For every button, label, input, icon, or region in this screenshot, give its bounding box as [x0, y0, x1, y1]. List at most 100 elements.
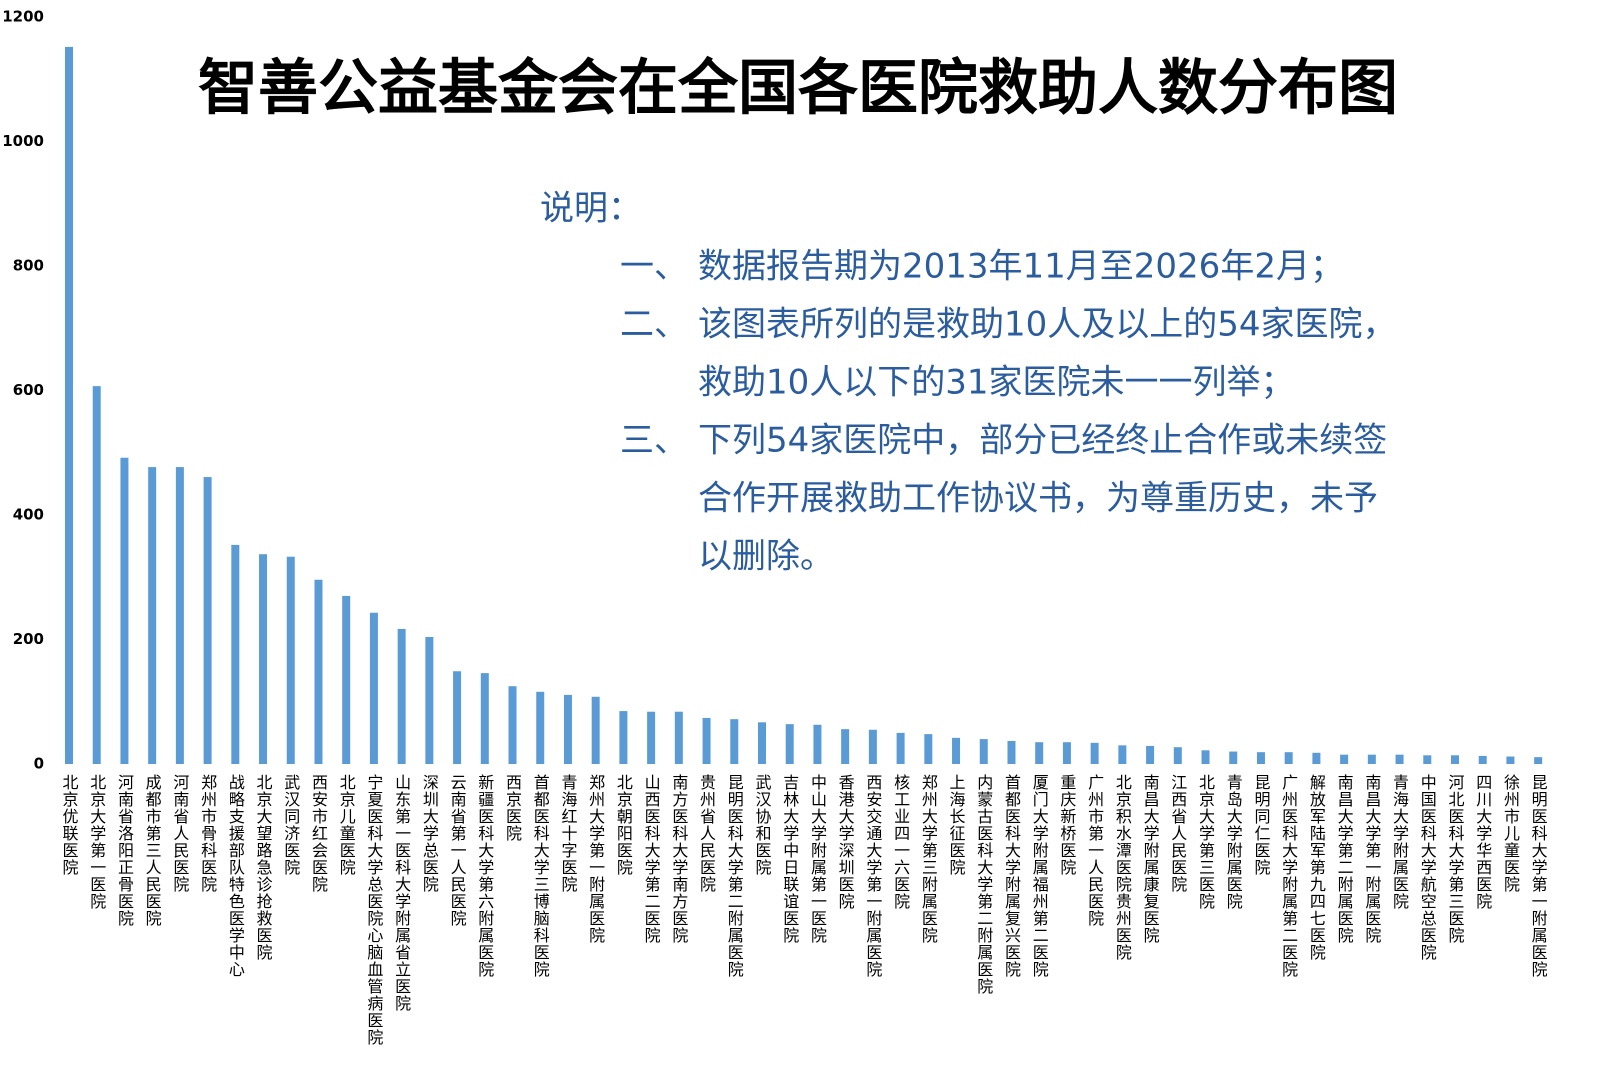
- y-tick-label: 1200: [2, 8, 44, 26]
- x-tick-label: 青岛大学附属医院: [1224, 774, 1243, 910]
- x-tick-label: 南方医科大学南方医院: [669, 774, 688, 944]
- bar: [1451, 755, 1459, 764]
- x-tick-label: 北京大学第一医院: [87, 774, 106, 910]
- y-tick-label: 0: [34, 755, 44, 773]
- note-line: 数据报告期为2013年11月至2026年2月；: [698, 247, 1344, 287]
- bar: [619, 711, 628, 764]
- x-tick-label: 江西省人民医院: [1168, 774, 1187, 893]
- y-tick-label: 1000: [2, 132, 44, 150]
- bar: [148, 467, 157, 764]
- bar: [785, 724, 794, 764]
- x-tick-label: 昆明医科大学第一附属医院: [1529, 774, 1548, 978]
- x-tick-label: 北京优联医院: [60, 774, 79, 876]
- bar: [231, 544, 240, 764]
- x-tick-label: 核工业四一六医院: [891, 774, 910, 910]
- x-tick-label: 山西医科大学第二医院: [642, 774, 661, 944]
- x-tick-label: 徐州市儿童医院: [1501, 774, 1520, 893]
- bar: [563, 694, 572, 764]
- bar: [1478, 755, 1487, 764]
- x-tick-label: 宁夏医科大学总医院心脑血管病医院: [364, 774, 383, 1046]
- x-tick-label: 解放军陆军第九四七医院: [1307, 774, 1326, 961]
- bar: [1256, 752, 1265, 764]
- bar: [1007, 740, 1016, 764]
- bar: [1062, 742, 1071, 764]
- x-tick-label: 河南省人民医院: [170, 774, 189, 893]
- bar: [536, 691, 545, 764]
- note-marker: 一、: [620, 247, 688, 287]
- bar: [952, 737, 961, 764]
- bar: [896, 732, 905, 764]
- x-tick-label: 重庆新桥医院: [1057, 774, 1076, 876]
- bar: [1367, 754, 1376, 764]
- note-line: 下列54家医院中，部分已经终止合作或未续签: [698, 421, 1387, 461]
- bar: [1312, 752, 1321, 764]
- bar: [120, 457, 129, 764]
- bar: [1395, 754, 1404, 764]
- x-tick-label: 吉林大学中日联谊医院: [780, 774, 799, 944]
- note-marker: 二、: [620, 305, 688, 345]
- x-tick-label: 西安交通大学第一附属医院: [863, 774, 882, 978]
- chart-title: 智善公益基金会在全国各医院救助人数分布图: [198, 54, 1398, 124]
- bar: [1340, 754, 1349, 764]
- x-tick-label: 厦门大学附属福州第二医院: [1030, 774, 1049, 978]
- x-tick-label: 北京大望路急诊抢救医院: [254, 774, 273, 961]
- x-tick-label: 中国医科大学航空总医院: [1418, 774, 1437, 961]
- bar: [1229, 751, 1238, 764]
- x-tick-label: 郑州市骨科医院: [198, 774, 217, 893]
- bar: [1090, 742, 1099, 764]
- x-tick-label: 武汉同济医院: [281, 774, 300, 876]
- bar: [342, 595, 351, 764]
- x-tick-label: 首都医科大学附属复兴医院: [1002, 774, 1021, 978]
- x-tick-label: 香港大学深圳医院: [836, 774, 855, 910]
- x-tick-label: 上海长征医院: [947, 774, 966, 876]
- x-tick-label: 云南省第一人民医院: [448, 774, 467, 927]
- x-tick-label: 首都医科大学三博脑科医院: [531, 774, 550, 978]
- note-line: 以删除。: [698, 537, 834, 577]
- y-tick-label: 200: [13, 630, 44, 648]
- bar: [1035, 742, 1044, 764]
- bar: [92, 386, 101, 764]
- bar: [425, 637, 434, 764]
- bar: [1146, 745, 1155, 764]
- x-tick-label: 北京朝阳医院: [614, 774, 633, 876]
- x-tick-label: 四川大学华西医院: [1473, 774, 1492, 910]
- y-tick-label: 800: [13, 257, 44, 275]
- bar: [508, 686, 517, 764]
- bar: [868, 729, 877, 764]
- bar: [175, 467, 184, 764]
- x-tick-label: 南昌大学附属康复医院: [1141, 774, 1160, 944]
- bar: [369, 612, 378, 764]
- x-tick-label: 西京医院: [503, 774, 522, 842]
- x-tick-label: 战略支援部队特色医学中心: [226, 774, 245, 978]
- bar: [203, 477, 212, 764]
- x-tick-label: 中山大学附属第一医院: [808, 774, 827, 944]
- x-tick-label: 新疆医科大学第六附属医院: [475, 774, 494, 978]
- x-tick-label: 广州市第一人民医院: [1085, 774, 1104, 927]
- bar: [841, 729, 850, 764]
- bar: [286, 556, 295, 764]
- bar: [259, 554, 268, 764]
- bar: [314, 579, 323, 764]
- x-tick-label: 昆明医科大学第二附属医院: [725, 774, 744, 978]
- x-tick-label: 北京积水潭医院贵州医院: [1113, 774, 1132, 961]
- note-line: 救助10人以下的31家医院未一一列举；: [698, 363, 1295, 403]
- note-line: 合作开展救助工作协议书，为尊重历史，未予: [698, 479, 1378, 519]
- bar: [647, 711, 656, 764]
- y-tick-label: 600: [13, 381, 44, 399]
- x-tick-label: 西安市红会医院: [309, 774, 328, 893]
- bar: [758, 722, 766, 764]
- x-tick-label: 北京大学第三医院: [1196, 774, 1215, 910]
- bar: [730, 719, 739, 764]
- x-tick-label: 郑州大学第一附属医院: [586, 774, 605, 944]
- bar: [480, 673, 489, 764]
- bar: [591, 696, 600, 764]
- bar: [1118, 745, 1127, 764]
- bar: [65, 46, 73, 764]
- x-tick-label: 河南省洛阳正骨医院: [115, 774, 134, 927]
- bar: [979, 739, 988, 764]
- bar: [453, 671, 462, 764]
- note-line: 该图表所列的是救助10人及以上的54家医院，: [698, 305, 1397, 345]
- x-tick-label: 内蒙古医科大学第二附属医院: [974, 774, 993, 995]
- bar: [1173, 747, 1182, 764]
